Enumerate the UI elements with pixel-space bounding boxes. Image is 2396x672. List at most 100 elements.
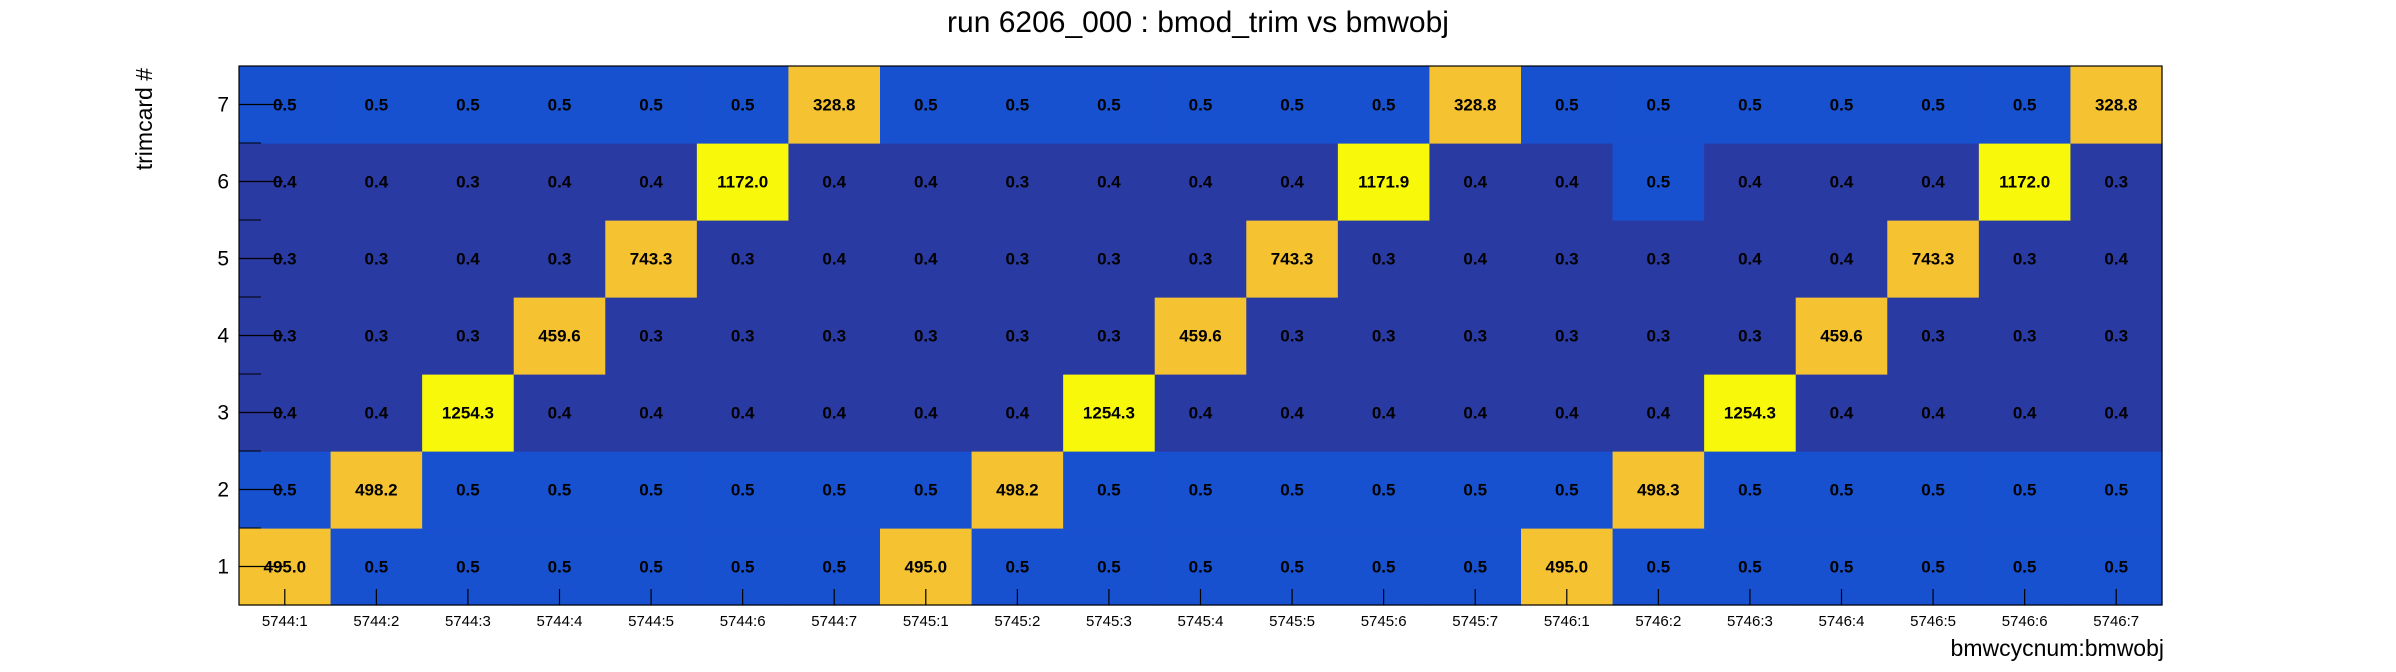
cell-value-label: 0.5 xyxy=(1555,96,1579,115)
heatmap-cell-r6-c9 xyxy=(971,143,1064,221)
cell-value-label: 0.4 xyxy=(1189,173,1213,192)
cell-value-label: 1171.9 xyxy=(1358,173,1409,192)
heatmap-cell-r5-c6 xyxy=(696,220,790,298)
cell-value-label: 0.4 xyxy=(273,404,297,423)
cell-value-label: 0.3 xyxy=(273,327,297,346)
heatmap-cell-r7-c11 xyxy=(1154,66,1247,144)
cell-value-label: 0.5 xyxy=(456,96,480,115)
cell-value-label: 0.3 xyxy=(1097,250,1121,269)
cell-value-label: 1254.3 xyxy=(1083,404,1135,423)
cell-value-label: 0.4 xyxy=(1921,173,1945,192)
cell-value-label: 0.5 xyxy=(548,558,572,577)
cell-value-label: 0.4 xyxy=(2104,250,2128,269)
heatmap-cell-r2-c10 xyxy=(1063,451,1156,529)
heatmap-cell-r5-c9 xyxy=(971,220,1064,298)
cell-value-label: 0.5 xyxy=(1463,558,1487,577)
heatmap-cell-r7-c18 xyxy=(1795,66,1888,144)
cell-value-label: 498.2 xyxy=(355,481,398,500)
cell-value-label: 0.3 xyxy=(456,173,480,192)
heatmap-cell-r3-c9 xyxy=(971,374,1064,452)
cell-value-label: 0.5 xyxy=(2013,96,2037,115)
heatmap-cell-r3-c6 xyxy=(696,374,790,452)
heatmap-cell-r2-c5 xyxy=(605,451,698,529)
cell-value-label: 1254.3 xyxy=(1724,404,1776,423)
cell-value-label: 0.5 xyxy=(548,481,572,500)
cell-value-label: 1172.0 xyxy=(1999,173,2050,192)
cell-value-label: 0.4 xyxy=(822,250,846,269)
cell-value-label: 0.3 xyxy=(1555,250,1579,269)
y-tick-label: 7 xyxy=(217,94,229,117)
cell-value-label: 0.5 xyxy=(548,96,572,115)
cell-value-label: 0.5 xyxy=(731,96,755,115)
cell-value-label: 0.5 xyxy=(2013,481,2037,500)
heatmap-cell-r5-c12 xyxy=(1246,220,1339,298)
cell-value-label: 0.3 xyxy=(456,327,480,346)
cell-value-label: 0.5 xyxy=(1280,96,1304,115)
cell-value-label: 0.5 xyxy=(1647,173,1671,192)
heatmap-cell-r7-c13 xyxy=(1337,66,1431,144)
cell-value-label: 0.4 xyxy=(1280,404,1304,423)
cell-value-label: 495.0 xyxy=(1546,558,1589,577)
heatmap-cell-r3-c18 xyxy=(1795,374,1888,452)
x-tick-label: 5745:2 xyxy=(994,613,1040,630)
heatmap-cell-r4-c8 xyxy=(880,297,973,375)
cell-value-label: 0.5 xyxy=(2104,558,2128,577)
heatmap-cell-r3-c17 xyxy=(1704,374,1797,452)
heatmap-cell-r4-c2 xyxy=(330,297,423,375)
cell-value-label: 0.5 xyxy=(1738,96,1762,115)
cell-value-label: 0.3 xyxy=(1555,327,1579,346)
heatmap-cell-r3-c13 xyxy=(1337,374,1431,452)
cell-value-label: 0.4 xyxy=(2104,404,2128,423)
heatmap-cell-r3-c7 xyxy=(788,374,881,452)
cell-value-label: 0.3 xyxy=(731,250,755,269)
cell-value-label: 0.5 xyxy=(1921,96,1945,115)
y-tick-label: 5 xyxy=(217,248,229,271)
x-tick-label: 5744:3 xyxy=(445,613,491,630)
cell-value-label: 0.4 xyxy=(273,173,297,192)
heatmap-cell-r6-c20 xyxy=(1978,143,2072,221)
heatmap-cell-r6-c21 xyxy=(2070,143,2163,221)
cell-value-label: 0.4 xyxy=(1921,404,1945,423)
cell-value-label: 0.5 xyxy=(1189,558,1213,577)
heatmap-cell-r5-c8 xyxy=(880,220,973,298)
cell-value-label: 0.4 xyxy=(731,404,755,423)
cell-value-label: 0.4 xyxy=(1555,404,1579,423)
heatmap-cell-r6-c14 xyxy=(1429,143,1522,221)
heatmap-cell-r2-c14 xyxy=(1429,451,1522,529)
heatmap-cell-r4-c11 xyxy=(1154,297,1247,375)
cell-value-label: 0.4 xyxy=(822,404,846,423)
heatmap-cell-r7-c19 xyxy=(1887,66,1980,144)
cell-value-label: 0.3 xyxy=(2013,250,2037,269)
heatmap-cell-r6-c16 xyxy=(1612,143,1705,221)
heatmap-cell-r5-c15 xyxy=(1521,220,1614,298)
heatmap-cell-r4-c18 xyxy=(1795,297,1888,375)
heatmap-cell-r3-c20 xyxy=(1978,374,2072,452)
cell-value-label: 0.5 xyxy=(1097,481,1121,500)
cell-value-label: 0.5 xyxy=(2013,558,2037,577)
cell-value-label: 0.5 xyxy=(273,96,297,115)
heatmap-cell-r6-c13 xyxy=(1337,143,1431,221)
x-tick-label: 5744:7 xyxy=(811,613,857,630)
cell-value-label: 0.3 xyxy=(273,250,297,269)
cell-value-label: 0.5 xyxy=(273,481,297,500)
cell-value-label: 459.6 xyxy=(538,327,581,346)
heatmap-cell-r2-c4 xyxy=(513,451,606,529)
cell-value-label: 0.3 xyxy=(1372,250,1396,269)
heatmap-cell-r5-c21 xyxy=(2070,220,2163,298)
cell-value-label: 0.5 xyxy=(731,481,755,500)
heatmap-cell-r3-c19 xyxy=(1887,374,1980,452)
y-tick-label: 2 xyxy=(217,479,229,502)
cell-value-label: 0.5 xyxy=(1372,558,1396,577)
heatmap-cell-r5-c13 xyxy=(1337,220,1431,298)
cell-value-label: 0.3 xyxy=(1280,327,1304,346)
heatmap-cell-r2-c13 xyxy=(1337,451,1431,529)
cell-value-label: 0.4 xyxy=(914,404,938,423)
heatmap-cell-r7-c17 xyxy=(1704,66,1797,144)
heatmap-cell-r6-c11 xyxy=(1154,143,1247,221)
cell-value-label: 0.4 xyxy=(2013,404,2037,423)
cell-value-label: 495.0 xyxy=(905,558,948,577)
heatmap-cell-r2-c2 xyxy=(330,451,423,529)
cell-value-label: 0.4 xyxy=(1463,404,1487,423)
heatmap-cell-r7-c4 xyxy=(513,66,606,144)
